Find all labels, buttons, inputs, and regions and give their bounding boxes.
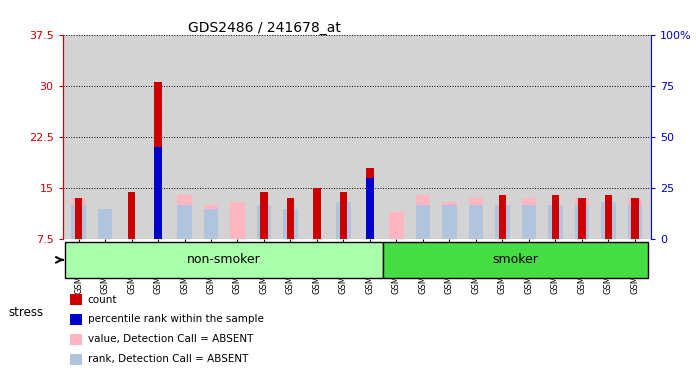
Bar: [177, 195, 192, 239]
Bar: [416, 205, 430, 239]
Bar: [499, 195, 506, 239]
Bar: [468, 199, 483, 239]
Bar: [128, 192, 135, 239]
Bar: [383, 242, 648, 278]
Text: stress: stress: [8, 306, 43, 319]
Bar: [230, 202, 245, 239]
Bar: [155, 82, 161, 239]
Bar: [548, 205, 562, 239]
Bar: [366, 168, 374, 239]
Bar: [366, 178, 374, 239]
Bar: [75, 199, 82, 239]
Bar: [260, 192, 268, 239]
Bar: [97, 212, 112, 239]
Bar: [628, 205, 642, 239]
Bar: [340, 192, 347, 239]
Bar: [628, 199, 642, 239]
Bar: [442, 205, 457, 239]
Bar: [155, 147, 161, 239]
Bar: [631, 199, 638, 239]
Text: non-smoker: non-smoker: [187, 253, 261, 266]
Text: count: count: [88, 295, 117, 305]
Bar: [442, 202, 457, 239]
Text: value, Detection Call = ABSENT: value, Detection Call = ABSENT: [88, 334, 253, 344]
Bar: [552, 195, 559, 239]
Bar: [389, 212, 404, 239]
Bar: [605, 195, 612, 239]
Bar: [287, 199, 294, 239]
Text: rank, Detection Call = ABSENT: rank, Detection Call = ABSENT: [88, 354, 248, 364]
Bar: [71, 199, 86, 239]
Bar: [204, 209, 219, 239]
Text: GDS2486 / 241678_at: GDS2486 / 241678_at: [188, 21, 341, 35]
Bar: [71, 205, 86, 239]
Bar: [575, 205, 590, 239]
Bar: [468, 205, 483, 239]
Bar: [578, 199, 585, 239]
Bar: [177, 205, 192, 239]
Bar: [257, 205, 271, 239]
Bar: [601, 202, 616, 239]
Bar: [495, 205, 509, 239]
Bar: [283, 209, 298, 239]
Bar: [521, 199, 536, 239]
Bar: [313, 188, 321, 239]
Bar: [575, 199, 590, 239]
Bar: [97, 209, 112, 239]
Bar: [416, 195, 430, 239]
Bar: [521, 205, 536, 239]
Bar: [204, 205, 219, 239]
Text: smoker: smoker: [493, 253, 539, 266]
Bar: [336, 202, 351, 239]
Text: percentile rank within the sample: percentile rank within the sample: [88, 314, 264, 324]
Bar: [65, 242, 383, 278]
